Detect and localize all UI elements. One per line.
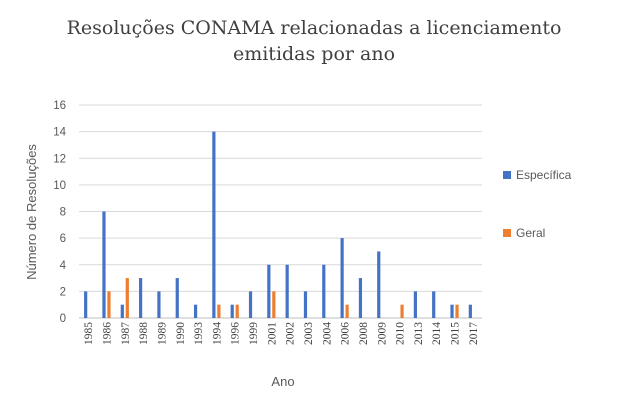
x-tick-label: 1988	[138, 322, 150, 345]
bar-especifica-2014	[432, 291, 436, 318]
x-tick-label: 1999	[248, 322, 260, 345]
x-tick-label: 1994	[211, 322, 223, 345]
bar-especifica-2004	[322, 264, 326, 318]
legend-label-geral: Geral	[516, 226, 545, 240]
x-tick-label: 2006	[340, 322, 352, 345]
y-axis-label: Número de Resoluções	[24, 144, 39, 280]
bar-especifica-2001	[267, 264, 271, 318]
bar-especifica-1990	[175, 278, 179, 318]
y-tick-label: 14	[53, 127, 66, 139]
bars	[84, 131, 472, 318]
bar-geral-1994	[217, 304, 221, 318]
legend-swatch-geral	[503, 229, 511, 237]
y-tick-label: 2	[60, 286, 66, 298]
bar-geral-1987	[125, 278, 129, 318]
x-tick-label: 1987	[120, 322, 132, 345]
bar-especifica-2013	[413, 291, 417, 318]
bar-especifica-1985	[84, 291, 88, 318]
y-tick-label: 6	[60, 233, 66, 245]
bar-especifica-2006	[340, 238, 344, 318]
x-tick-label: 1989	[156, 322, 168, 345]
bar-especifica-1994	[212, 131, 216, 318]
bar-especifica-1986	[102, 211, 106, 318]
x-tick-label: 1986	[101, 322, 113, 345]
x-tick-label: 2013	[413, 322, 425, 345]
x-tick-label: 1985	[83, 322, 95, 345]
y-tick-label: 12	[53, 153, 66, 165]
y-tick-label: 8	[60, 207, 66, 219]
x-tick-label: 2008	[358, 322, 370, 345]
bar-especifica-2003	[303, 291, 308, 318]
bar-geral-2001	[272, 291, 276, 318]
x-tick-label: 2009	[376, 322, 388, 345]
x-tick-label: 1996	[230, 322, 242, 345]
y-tick-label: 0	[60, 313, 66, 325]
y-tick-label: 10	[53, 180, 66, 192]
y-tick-label: 16	[53, 100, 66, 112]
x-tick-labels: 1985 1986 1987 1988 1989 1990 1993 1994 1996 1999…	[83, 322, 480, 345]
bar-especifica-2009	[377, 251, 381, 318]
bar-especifica-1987	[120, 304, 124, 318]
bar-geral-2015	[455, 304, 459, 318]
x-tick-label: 2015	[450, 322, 462, 345]
x-tick-label: 2014	[431, 322, 443, 345]
bar-geral-2010	[400, 304, 404, 318]
bar-geral-2006	[345, 304, 349, 318]
bar-especifica-2002	[285, 264, 289, 318]
bar-geral-1996	[235, 304, 239, 318]
x-tick-label: 2002	[285, 322, 297, 345]
bar-especifica-2008	[358, 278, 363, 318]
bar-especifica-2017	[468, 304, 472, 318]
y-tick-labels: 0 2 4 6 8 10 12 14 16	[53, 100, 66, 325]
x-tick-label: 2004	[321, 322, 333, 345]
y-tick-label: 4	[60, 260, 67, 272]
chart-title-line-1: Resoluções CONAMA relacionadas a licenci…	[66, 17, 562, 39]
bar-especifica-1996	[230, 304, 234, 318]
x-axis-label: Ano	[271, 374, 294, 389]
x-tick-label: 2017	[468, 322, 480, 345]
x-tick-label: 2010	[395, 322, 407, 345]
chart-title-line-2: emitidas por ano	[232, 43, 396, 65]
bar-especifica-1988	[139, 278, 143, 318]
bar-especifica-1993	[193, 304, 198, 318]
x-tick-label: 1993	[193, 322, 205, 345]
bar-geral-1986	[107, 291, 111, 318]
legend: Específica Geral	[503, 168, 572, 240]
legend-label-especifica: Específica	[516, 168, 572, 182]
x-tick-label: 1990	[175, 322, 187, 345]
bar-especifica-1999	[248, 291, 253, 318]
legend-swatch-especifica	[503, 171, 511, 179]
bar-especifica-1989	[157, 291, 161, 318]
bar-especifica-2015	[450, 304, 454, 318]
x-tick-label: 2003	[303, 322, 315, 345]
x-tick-label: 2001	[266, 322, 278, 345]
